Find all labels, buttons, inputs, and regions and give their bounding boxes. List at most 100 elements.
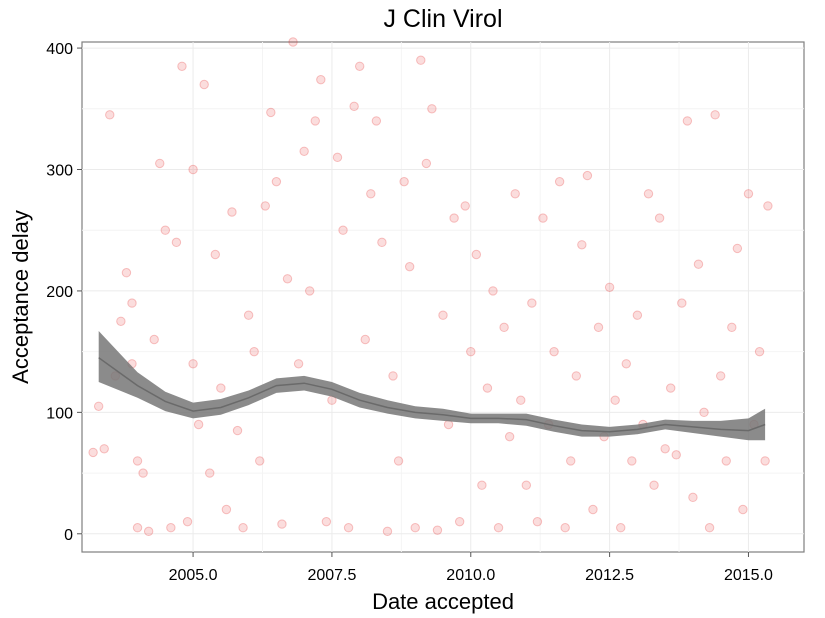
data-point	[466, 346, 476, 357]
data-point	[149, 334, 159, 345]
data-point	[654, 213, 665, 223]
data-point	[404, 261, 415, 272]
data-point	[763, 201, 773, 211]
data-point	[610, 395, 620, 405]
data-point	[532, 516, 543, 527]
data-point	[243, 310, 254, 320]
data-point	[516, 395, 526, 405]
data-point	[210, 249, 220, 260]
data-point	[182, 516, 193, 527]
y-axis-title: Acceptance delay	[8, 210, 33, 384]
data-point	[260, 201, 270, 211]
x-tick-label: 2015.0	[724, 567, 773, 584]
data-point	[277, 519, 287, 529]
data-point	[754, 346, 765, 357]
data-point	[282, 274, 293, 284]
data-point	[232, 425, 243, 436]
y-tick-label: 400	[46, 41, 73, 58]
data-point	[560, 523, 570, 533]
data-point	[121, 268, 132, 278]
data-point	[105, 110, 115, 120]
data-point	[432, 525, 443, 535]
data-point	[188, 359, 198, 369]
data-point	[138, 468, 148, 478]
data-point	[227, 207, 237, 217]
data-point	[310, 116, 320, 126]
data-point	[649, 480, 659, 490]
data-point	[205, 468, 215, 478]
data-point	[699, 407, 709, 418]
data-point	[249, 346, 259, 357]
data-point	[493, 523, 504, 533]
x-tick-label: 2007.5	[307, 567, 356, 584]
data-point	[460, 201, 470, 211]
data-point	[693, 259, 704, 269]
data-point	[388, 371, 398, 381]
data-point	[349, 101, 359, 112]
data-point	[682, 116, 693, 126]
data-point	[593, 322, 604, 333]
y-axis-ticks: 0 100 200 300 400	[46, 41, 82, 544]
data-point	[488, 286, 498, 296]
data-point	[177, 61, 187, 71]
data-point	[116, 316, 126, 326]
data-point	[360, 334, 370, 345]
data-point	[449, 213, 459, 223]
data-point	[554, 176, 565, 187]
smooth-band	[98, 331, 766, 441]
data-point	[527, 298, 537, 308]
data-point	[704, 523, 715, 533]
data-point	[160, 225, 171, 235]
data-point	[199, 79, 209, 90]
data-point	[604, 282, 615, 292]
data-point	[549, 346, 559, 357]
data-point	[132, 456, 143, 466]
x-tick-label: 2005.0	[169, 567, 218, 584]
data-point	[566, 456, 576, 466]
data-point	[132, 523, 143, 533]
y-tick-label: 300	[46, 163, 73, 180]
data-point	[477, 480, 487, 490]
data-point	[666, 383, 676, 393]
data-point	[127, 298, 137, 308]
data-point	[643, 189, 654, 199]
data-point	[305, 286, 315, 296]
data-point	[671, 450, 681, 460]
data-point	[299, 146, 309, 156]
data-point	[627, 456, 637, 466]
data-point	[510, 189, 520, 199]
confidence-band	[98, 331, 766, 441]
data-point	[438, 310, 448, 320]
data-point	[343, 523, 354, 533]
data-point	[660, 444, 670, 454]
data-point	[293, 359, 304, 369]
data-point	[421, 158, 432, 169]
scatter-points	[88, 37, 773, 537]
data-point	[171, 237, 182, 248]
data-point	[99, 444, 109, 454]
data-point	[732, 243, 743, 254]
smooth-line	[98, 357, 766, 433]
data-point	[482, 383, 493, 393]
y-tick-label: 0	[64, 527, 73, 544]
data-point	[588, 504, 598, 515]
data-point	[760, 456, 770, 466]
data-point	[582, 170, 593, 181]
data-point	[354, 61, 365, 71]
data-point	[410, 523, 420, 533]
data-point	[93, 401, 104, 411]
data-point	[288, 37, 298, 47]
data-point	[577, 240, 587, 250]
data-point	[193, 419, 204, 430]
x-tick-label: 2012.5	[585, 567, 634, 584]
chart-title: J Clin Virol	[383, 5, 502, 33]
data-point	[321, 516, 332, 527]
data-point	[621, 359, 631, 369]
data-point	[399, 176, 409, 187]
data-point	[688, 492, 698, 503]
data-point	[216, 383, 226, 393]
data-point	[393, 456, 404, 466]
y-tick-label: 100	[46, 405, 73, 422]
data-point	[710, 110, 720, 120]
data-point	[155, 158, 165, 169]
